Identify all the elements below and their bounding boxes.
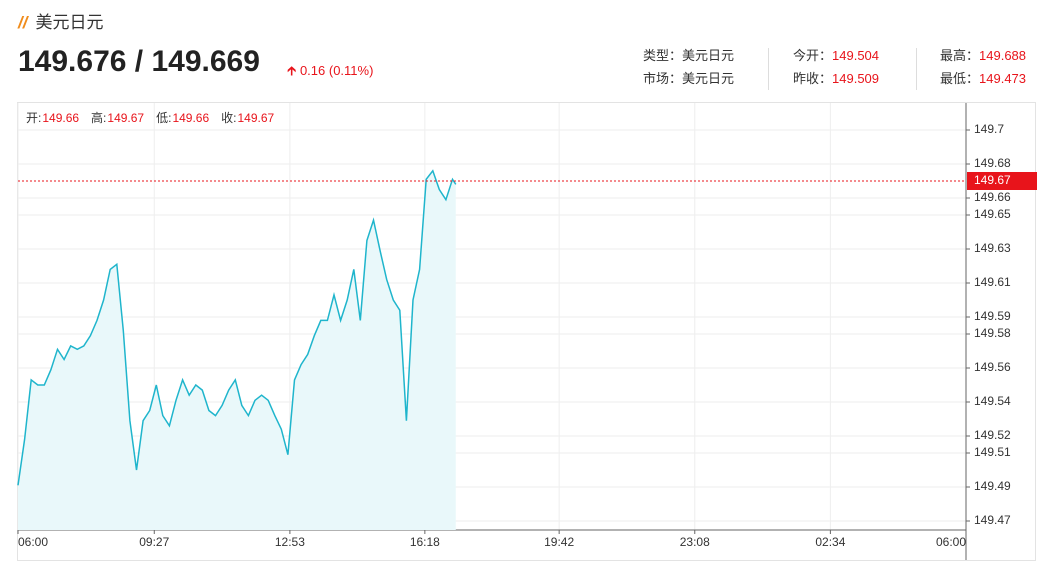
info-value: 149.688	[979, 48, 1027, 63]
info-row: 类型：美元日元	[643, 47, 734, 70]
area-fill	[18, 170, 456, 531]
x-tick-label: 19:42	[544, 535, 574, 549]
info-value: 149.509	[832, 71, 880, 86]
info-column: 最高：149.688 最低：149.473	[940, 47, 1026, 93]
y-tick-label: 149.52	[974, 428, 1011, 442]
info-column: 类型：美元日元 市场：美元日元	[643, 47, 734, 93]
ohlc-label: 开:	[26, 111, 41, 125]
info-row: 最高：149.688	[940, 47, 1026, 70]
price: 149.676 / 149.669	[18, 45, 260, 78]
info-row: 昨收：149.509	[793, 70, 879, 93]
y-tick-label: 149.61	[974, 275, 1011, 289]
info-value: 149.504	[832, 48, 880, 63]
ohlc-label: 收:	[221, 111, 236, 125]
x-tick-label: 16:18	[410, 535, 440, 549]
info-column: 今开：149.504 昨收：149.509	[793, 47, 879, 93]
info-label: 今开：	[793, 48, 833, 63]
ohlc-label: 高:	[91, 110, 106, 125]
change-text: 0.16 (0.11%)	[299, 63, 374, 78]
last-price-label: 149.67	[974, 173, 1011, 187]
x-tick-label: 06:00	[936, 535, 966, 549]
last-price-tag	[967, 172, 1037, 190]
x-tick-label: 02:34	[815, 535, 845, 549]
info-label: 类型：	[643, 48, 683, 63]
ohlc-label: 低:	[156, 111, 171, 125]
info-row: 今开：149.504	[793, 47, 879, 70]
x-tick-label: 09:27	[139, 535, 169, 549]
y-tick-label: 149.51	[974, 445, 1011, 459]
x-tick-label: 12:53	[275, 535, 305, 549]
y-tick-label: 149.59	[974, 309, 1011, 323]
y-tick-label: 149.65	[974, 207, 1011, 221]
y-tick-label: 149.68	[974, 156, 1011, 170]
y-tick-label: 149.7	[974, 122, 1004, 136]
info-label: 最低：	[940, 71, 980, 86]
info-label: 最高：	[940, 48, 980, 63]
info-value: 149.473	[979, 71, 1027, 86]
info-label: 市场：	[643, 71, 683, 86]
x-tick-label: 06:00	[18, 535, 48, 549]
separator	[916, 48, 917, 90]
y-tick-label: 149.47	[974, 513, 1011, 527]
info-value: 美元日元	[682, 71, 735, 86]
y-tick-label: 149.56	[974, 360, 1011, 374]
info-value: 美元日元	[682, 48, 735, 63]
title-text: 美元日元	[35, 13, 104, 32]
y-tick-label: 149.49	[974, 479, 1011, 493]
info-row: 市场：美元日元	[643, 70, 734, 93]
info-row: 最低：149.473	[940, 70, 1026, 93]
y-tick-label: 149.58	[974, 326, 1011, 340]
ohlc-value: 149.67	[107, 111, 144, 125]
ohlc-value: 149.67	[237, 111, 274, 125]
price-line	[17, 169, 457, 486]
ohlc-value: 149.66	[172, 111, 209, 125]
header-title: //美元日元	[18, 13, 104, 32]
info-label: 昨收：	[793, 71, 833, 86]
y-tick-label: 149.54	[974, 394, 1011, 408]
y-tick-label: 149.66	[974, 190, 1011, 204]
y-tick-label: 149.63	[974, 241, 1011, 255]
x-tick-label: 23:08	[680, 535, 710, 549]
separator	[768, 48, 769, 90]
ohlc-value: 149.66	[42, 111, 79, 125]
change: 🡱 0.16 (0.11%)	[287, 63, 374, 78]
